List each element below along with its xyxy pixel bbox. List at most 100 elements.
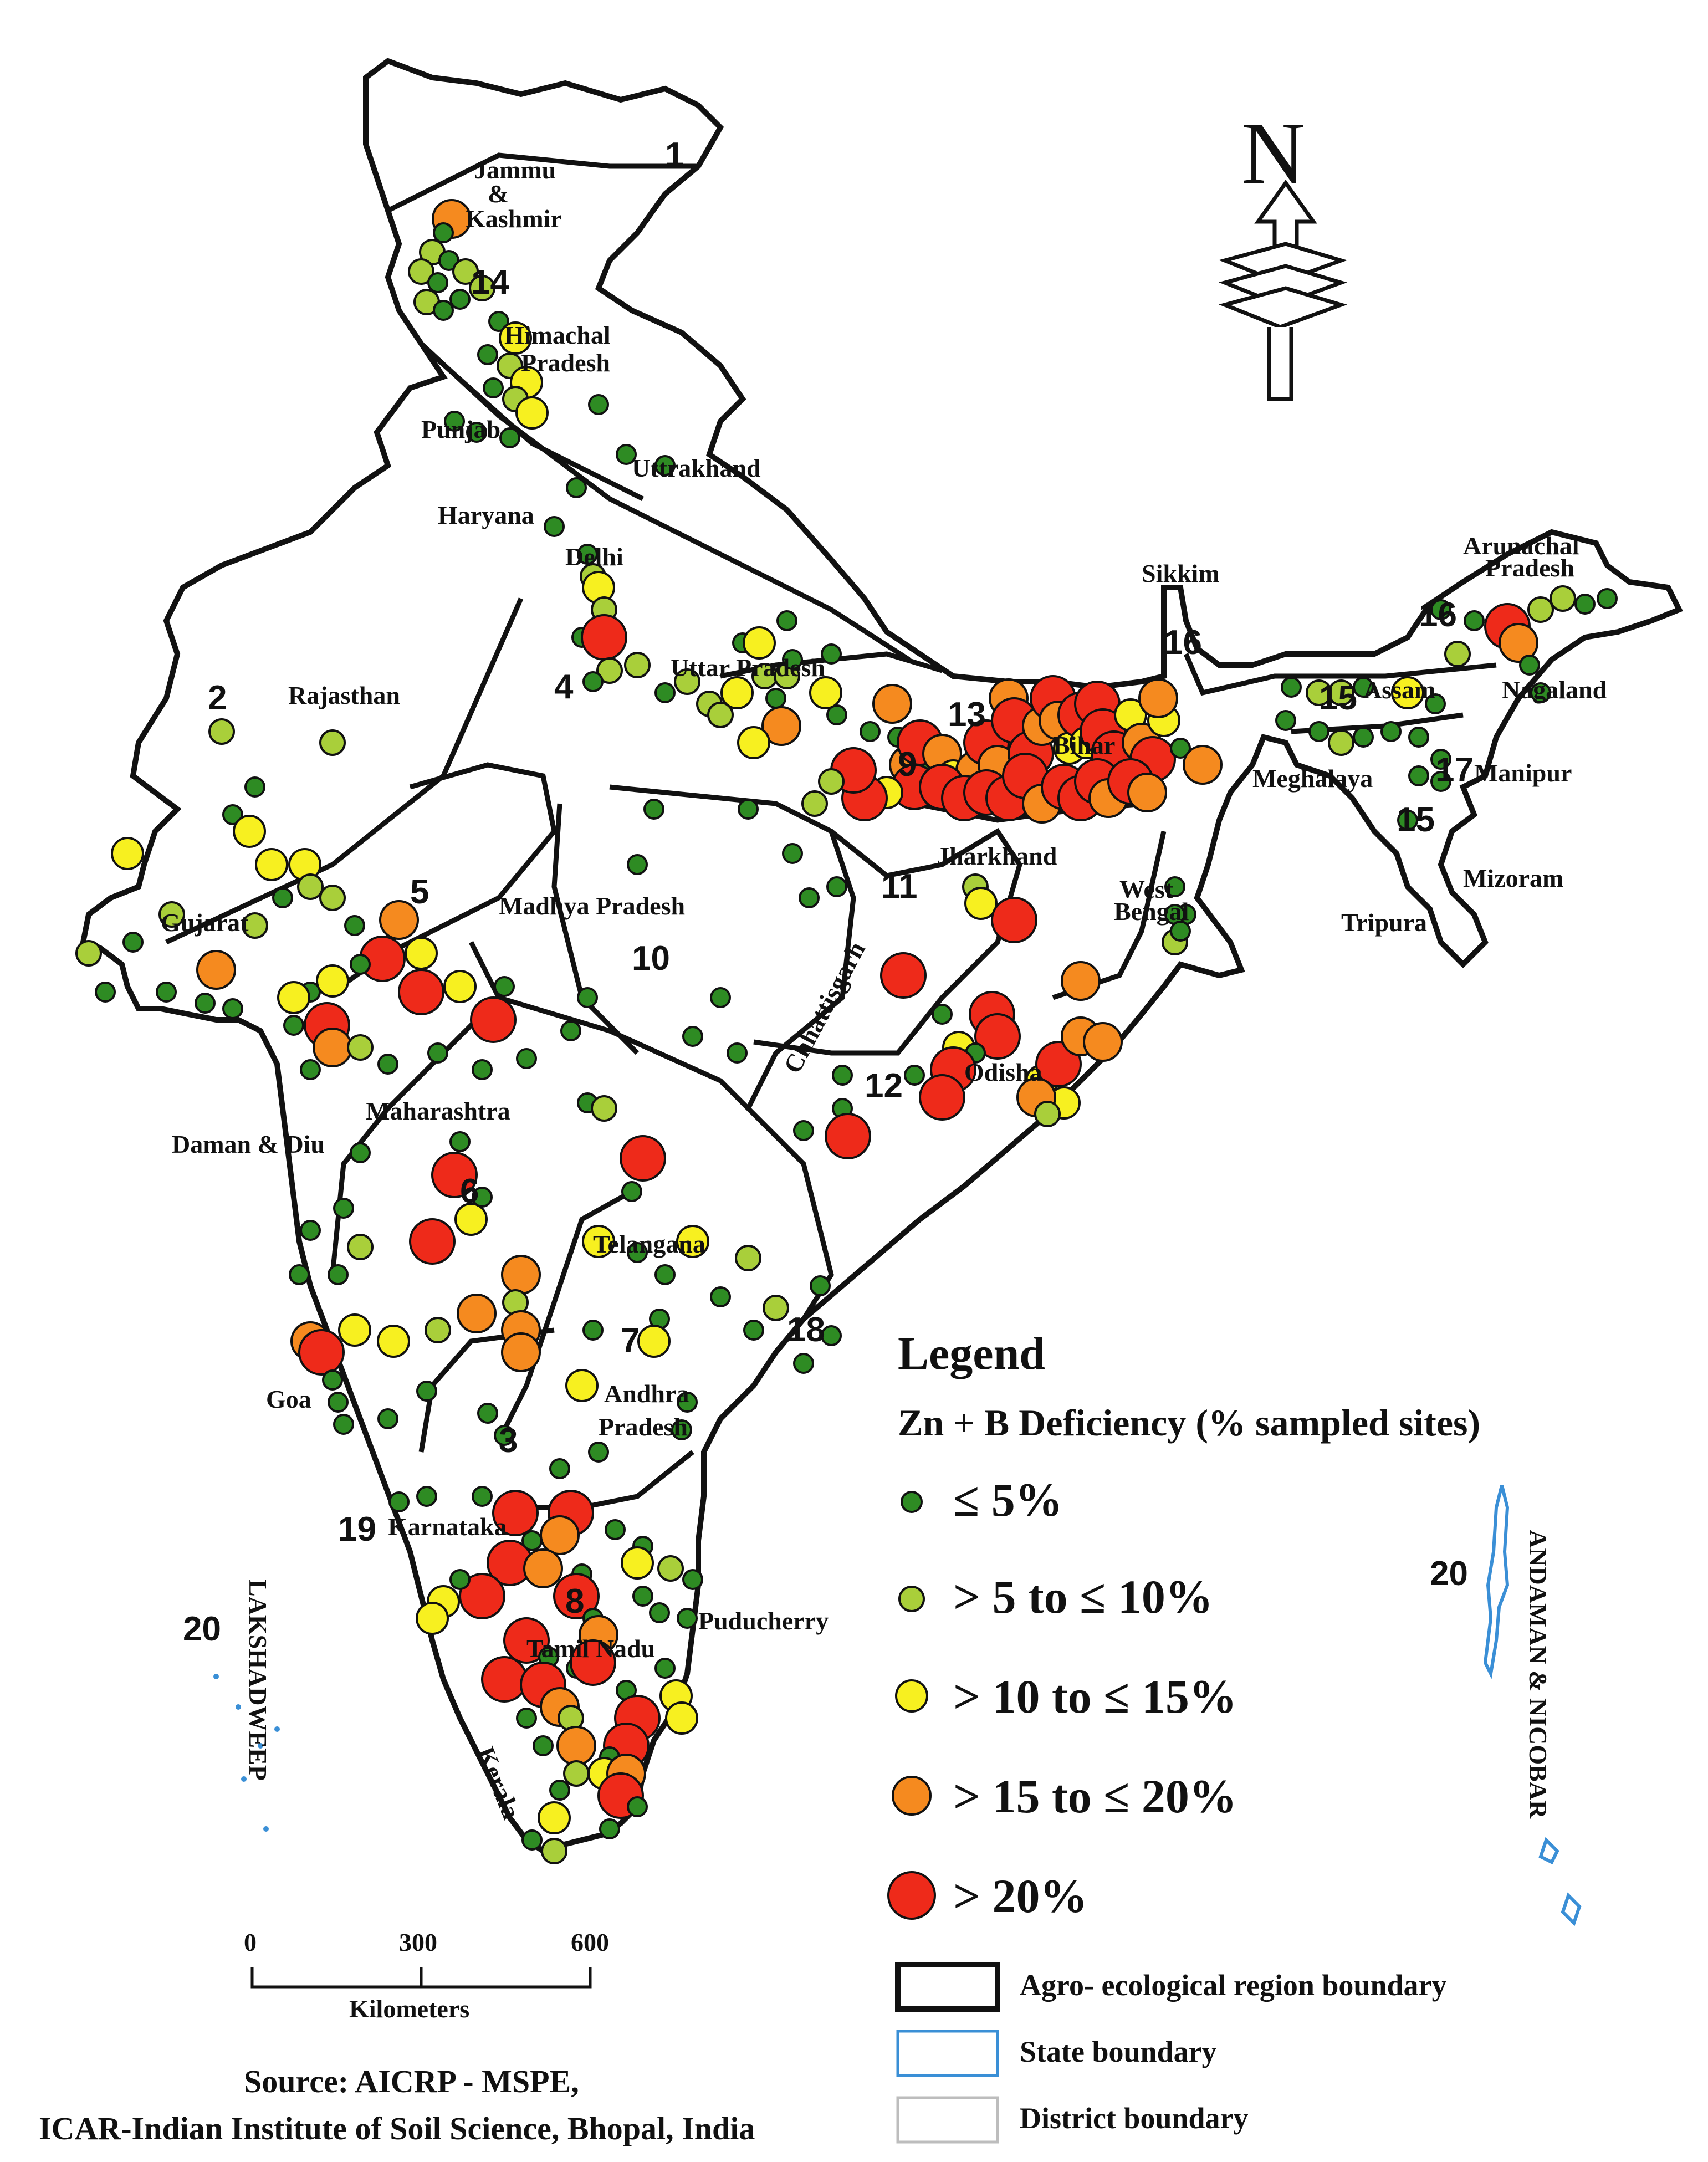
site-marker (616, 444, 637, 465)
label-uttar-pradesh: Uttar Pradesh (671, 653, 825, 682)
label-gujarat: Gujarat (161, 908, 249, 937)
site-marker (452, 258, 479, 285)
site-marker (624, 652, 651, 678)
site-marker (620, 1135, 666, 1182)
label-mizoram: Mizoram (1463, 864, 1563, 892)
lakshadweep-islands (213, 1674, 280, 1832)
site-marker (627, 1796, 648, 1817)
site-marker (654, 1264, 676, 1285)
legend-label-0: ≤ 5% (953, 1473, 1063, 1526)
site-marker (1138, 678, 1178, 718)
site-marker (1183, 745, 1223, 785)
site-marker (158, 901, 185, 928)
region-8: 8 (565, 1582, 584, 1621)
label-assam: Assam (1363, 676, 1435, 704)
site-marker (1408, 765, 1429, 786)
site-marker (991, 897, 1037, 943)
site-marker (416, 1602, 449, 1635)
site-marker (316, 964, 349, 998)
site-marker (643, 799, 664, 820)
site-marker (596, 657, 623, 684)
site-marker (671, 1419, 692, 1440)
site-marker (588, 1442, 609, 1463)
site-marker (738, 799, 759, 820)
site-marker (577, 544, 598, 565)
site-marker (443, 970, 477, 1003)
site-marker (409, 1218, 456, 1265)
legend-boundary-aer-label: Agro- ecological region boundary (1020, 1969, 1446, 2002)
site-marker (454, 1203, 488, 1236)
source-line-2: ICAR-Indian Institute of Soil Science, B… (39, 2110, 755, 2146)
site-marker (544, 516, 565, 537)
site-marker (1430, 771, 1451, 792)
site-marker (444, 411, 465, 432)
site-marker (1430, 749, 1451, 770)
site-marker (222, 804, 243, 825)
site-marker (761, 706, 801, 746)
site-marker (581, 614, 627, 661)
legend-boundary-district-label: District boundary (1020, 2102, 1249, 2135)
site-marker (582, 671, 604, 692)
site-marker (425, 1317, 451, 1343)
site-marker (347, 1034, 374, 1061)
site-marker (743, 1320, 764, 1341)
site-marker (472, 1187, 493, 1208)
site-marker (560, 1020, 581, 1041)
site-marker (540, 1515, 580, 1555)
region-11: 11 (881, 867, 918, 906)
site-marker (782, 649, 803, 670)
label-west: West (1119, 875, 1174, 903)
site-marker (333, 1198, 354, 1219)
label-andhra-pradesh: Pradesh (599, 1413, 688, 1441)
legend-label-1: > 5 to ≤ 10% (953, 1570, 1213, 1623)
site-marker (388, 1491, 410, 1512)
site-marker (122, 932, 144, 953)
site-marker (516, 1048, 537, 1069)
region-13: 13 (948, 696, 986, 734)
region-1: 1 (665, 136, 684, 174)
region-7: 7 (621, 1322, 640, 1360)
site-marker (1397, 810, 1418, 831)
site-marker (244, 776, 265, 798)
site-marker (472, 1486, 493, 1507)
label-himachal: Himachal (504, 321, 611, 349)
site-marker (1328, 679, 1354, 706)
site-marker (776, 610, 797, 631)
label-arunachal: Arunachal (1463, 531, 1579, 560)
site-marker (599, 1818, 620, 1839)
site-marker (111, 837, 144, 870)
site-marker (677, 1392, 698, 1413)
legend-swatch-1 (898, 1586, 925, 1612)
site-marker (481, 1656, 528, 1703)
site-marker (727, 1042, 748, 1064)
site-marker (322, 1369, 343, 1391)
site-marker (654, 1658, 676, 1679)
site-marker (431, 1152, 478, 1198)
site-marker (627, 854, 648, 875)
site-marker (720, 676, 754, 709)
site-marker (300, 1220, 321, 1241)
site-marker (880, 952, 927, 999)
site-marker (582, 1225, 615, 1258)
label-tamil-nadu: Tamil Nadu (526, 1634, 655, 1663)
site-marker (416, 1486, 437, 1507)
site-marker (328, 1264, 349, 1285)
site-marker (1061, 961, 1101, 1001)
label-telangana: Telangana (593, 1230, 705, 1258)
andaman-islands (1483, 1485, 1510, 1679)
site-marker (377, 1054, 398, 1075)
site-marker (904, 1065, 925, 1086)
label-puducherry: Puducherry (698, 1607, 829, 1635)
site-marker (1083, 1022, 1123, 1062)
label-andhra: Andhra (604, 1379, 689, 1408)
site-marker (272, 887, 293, 908)
source-line-1: Source: AICRP - MSPE, (244, 2063, 579, 2099)
region-16b: 16 (1419, 596, 1457, 634)
site-marker (765, 688, 786, 709)
site-marker (469, 275, 495, 301)
site-marker (95, 982, 116, 1003)
site-marker (657, 1555, 684, 1582)
site-marker (1574, 594, 1596, 615)
label-maharashtra: Maharashtra (366, 1097, 510, 1125)
